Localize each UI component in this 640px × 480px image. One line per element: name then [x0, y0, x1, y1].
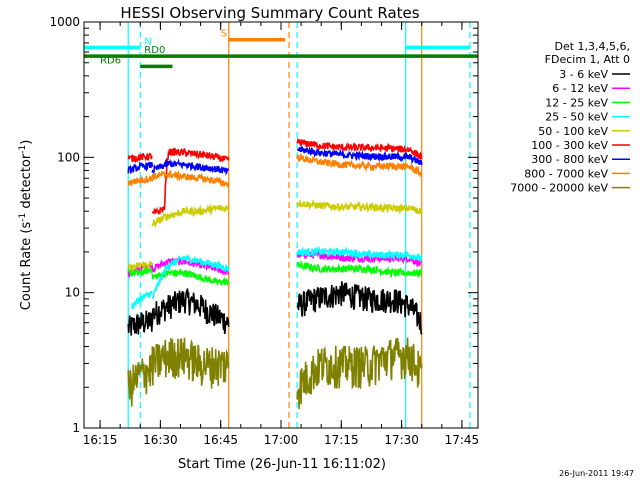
series-line-4-seg-1 — [151, 203, 230, 229]
series-line-7-seg-1 — [151, 169, 230, 188]
legend-entry-2: 12 - 25 keV — [545, 96, 608, 109]
legend-entry-6: 300 - 800 keV — [531, 153, 608, 166]
x-tick-label-1: 16:30 — [143, 433, 178, 447]
legend-entry-8: 7000 - 20000 keV — [510, 182, 608, 195]
series-line-8-seg-0 — [127, 354, 154, 407]
x-tick-label-4: 17:15 — [324, 433, 359, 447]
series-line-8-seg-1 — [151, 337, 230, 389]
y-axis-label: Count Rate (s-1 detector-1) — [18, 140, 34, 311]
x-tick-label-3: 17:00 — [264, 433, 299, 447]
series-line-4-seg-2 — [296, 199, 423, 215]
series-line-5-seg-2 — [296, 138, 423, 160]
y-tick-label-0: 1 — [72, 421, 80, 435]
annotation-label-3: S — [221, 29, 227, 40]
x-axis-label: Start Time (26-Jun-11 16:11:02) — [178, 457, 386, 472]
series-line-3-seg-1 — [151, 253, 230, 300]
y-tick-label-3: 1000 — [49, 15, 80, 29]
legend-entry-1: 6 - 12 keV — [552, 82, 608, 95]
chart-title: HESSI Observing Summary Count Rates — [120, 4, 419, 22]
series-line-5-seg-1 — [151, 147, 230, 216]
y-axis-label-part2: detector — [19, 153, 34, 213]
legend-entry-7: 800 - 7000 keV — [524, 167, 608, 180]
x-tick-label-5: 17:30 — [384, 433, 419, 447]
series-line-7-seg-2 — [296, 153, 423, 177]
x-tick-label-0: 16:15 — [83, 433, 118, 447]
legend-entry-0: 3 - 6 keV — [559, 68, 608, 81]
legend-header-1: Det 1,3,4,5,6, — [554, 40, 630, 53]
series-line-0-seg-2 — [296, 281, 423, 335]
series-line-3-seg-2 — [296, 245, 423, 264]
legend-entry-4: 50 - 100 keV — [538, 125, 608, 138]
annotation-label-1: RD0 — [144, 45, 165, 56]
series-line-3-seg-0 — [131, 290, 153, 311]
series-line-6-seg-1 — [151, 157, 229, 176]
x-tick-label-2: 16:45 — [203, 433, 238, 447]
series-line-0-seg-1 — [151, 288, 230, 335]
footer-timestamp: 26-Jun-2011 19:47 — [559, 469, 634, 478]
series-line-6-seg-2 — [296, 146, 423, 165]
y-axis-label-sup1: -1 — [18, 213, 28, 222]
series-line-8-seg-2 — [296, 337, 423, 410]
legend: Det 1,3,4,5,6, FDecim 1, Att 0 3 - 6 keV… — [510, 40, 630, 195]
series-line-2-seg-2 — [296, 259, 423, 279]
series-line-6-seg-0 — [127, 161, 154, 174]
series-line-0-seg-0 — [127, 310, 154, 336]
legend-entry-5: 100 - 300 keV — [531, 139, 608, 152]
x-tick-label-6: 17:45 — [445, 433, 480, 447]
annotation-label-2: RD6 — [100, 55, 121, 66]
annotation-label-0: N — [144, 36, 151, 47]
y-axis-label-part1: Count Rate (s — [19, 222, 34, 311]
legend-entry-3: 25 - 50 keV — [545, 111, 608, 124]
series-line-2-seg-1 — [151, 267, 230, 287]
y-tick-label-2: 100 — [57, 150, 80, 164]
series-line-4-seg-0 — [127, 260, 153, 274]
y-tick-label-1: 10 — [65, 286, 80, 300]
y-axis-label-part3: ) — [19, 140, 34, 145]
y-axis-label-sup2: -1 — [18, 145, 28, 154]
series-line-7-seg-0 — [127, 175, 154, 187]
legend-header-2: FDecim 1, Att 0 — [545, 53, 630, 66]
series-line-5-seg-0 — [127, 152, 153, 163]
